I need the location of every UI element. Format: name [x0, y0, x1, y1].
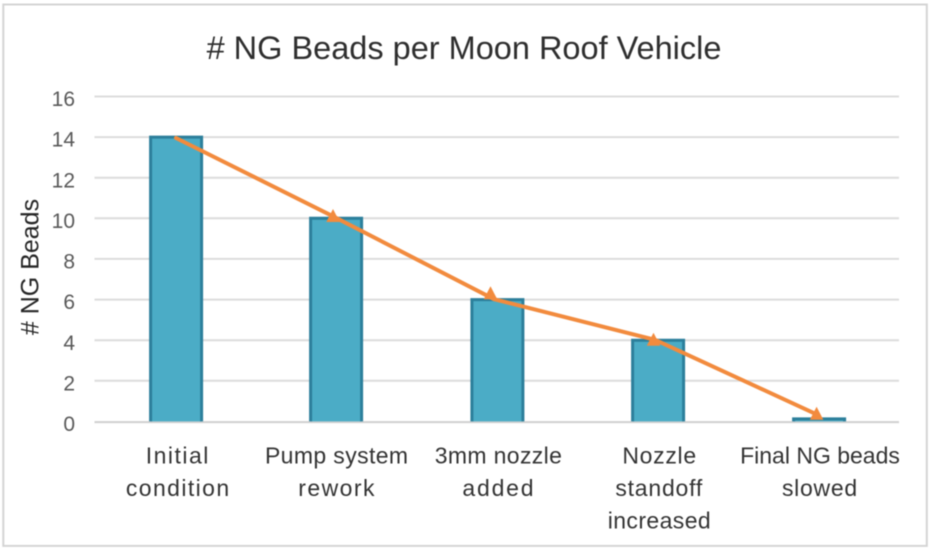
- svg-text:added: added: [462, 475, 535, 501]
- svg-text:Pump system: Pump system: [265, 443, 409, 469]
- svg-text:rework: rework: [298, 475, 376, 501]
- svg-text:8: 8: [63, 251, 75, 274]
- svg-text:4: 4: [63, 332, 75, 355]
- svg-text:Nozzle: Nozzle: [622, 443, 697, 469]
- svg-text:Final NG beads: Final NG beads: [740, 443, 900, 469]
- svg-text:slowed: slowed: [782, 475, 858, 501]
- svg-text:3mm nozzle: 3mm nozzle: [435, 443, 563, 469]
- svg-text:16: 16: [52, 88, 75, 111]
- svg-text:12: 12: [52, 169, 75, 192]
- svg-text:10: 10: [52, 210, 75, 233]
- svg-text:# NG Beads per Moon Roof Vehic: # NG Beads per Moon Roof Vehicle: [207, 30, 722, 66]
- svg-text:6: 6: [63, 291, 75, 314]
- svg-text:14: 14: [52, 129, 76, 152]
- svg-text:condition: condition: [126, 475, 231, 501]
- svg-text:2: 2: [63, 372, 75, 395]
- svg-text:Initial: Initial: [146, 443, 210, 469]
- svg-text:standoff: standoff: [615, 475, 703, 501]
- svg-text:0: 0: [63, 413, 75, 436]
- svg-text:increased: increased: [608, 508, 711, 534]
- svg-text:# NG Beads: # NG Beads: [17, 199, 45, 335]
